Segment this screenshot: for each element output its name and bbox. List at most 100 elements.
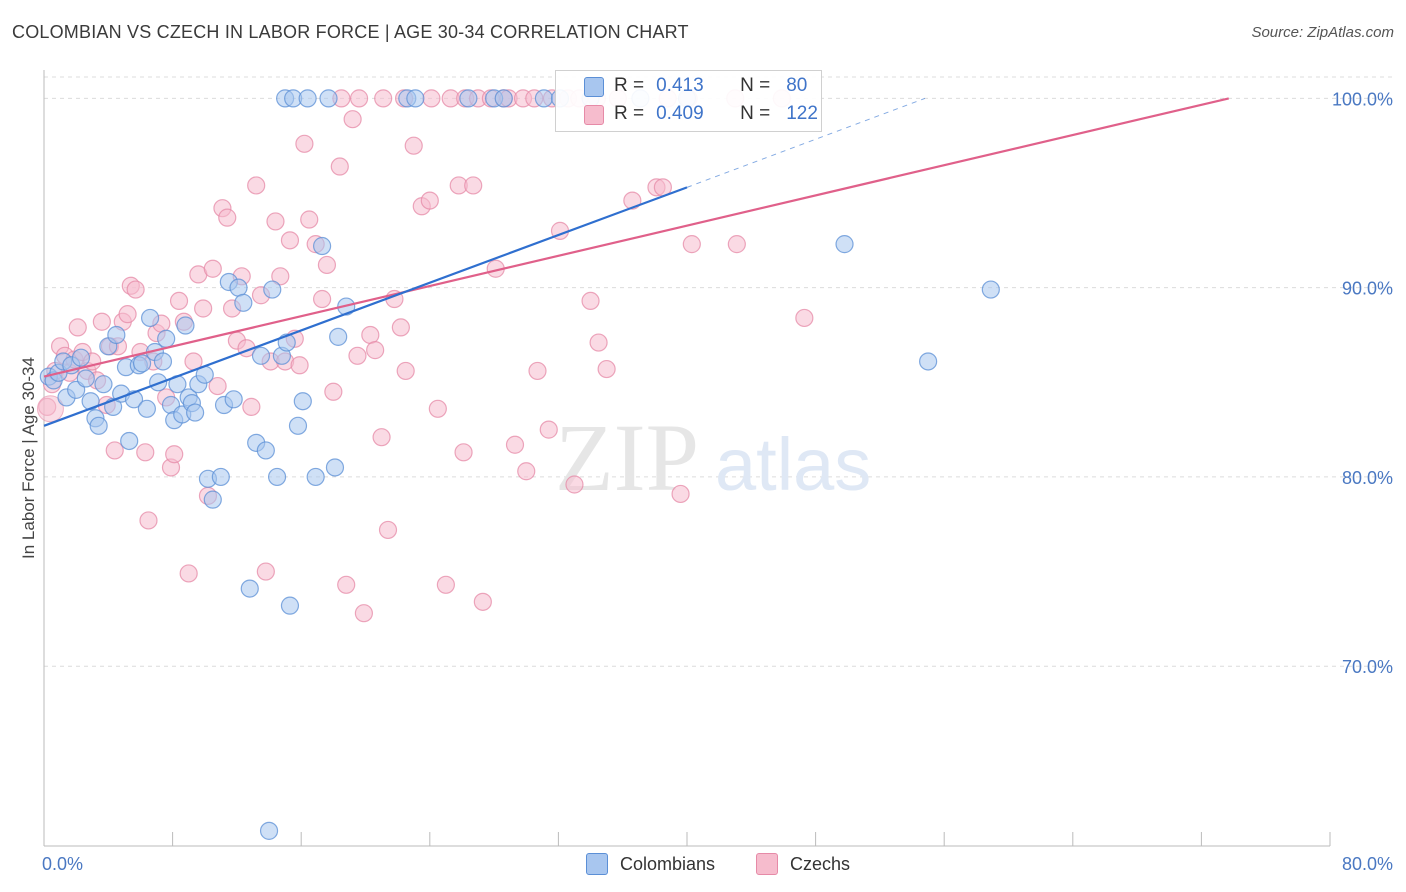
czechs-point-46 <box>247 176 266 195</box>
colombians-point-56 <box>293 392 312 411</box>
czechs-point-32 <box>179 564 198 583</box>
colombians-point-26 <box>153 352 173 371</box>
czechs-point-65 <box>348 346 367 365</box>
y-tick-label-3: 100.0% <box>1332 89 1393 109</box>
colombians-point-12 <box>94 375 113 394</box>
czechs-point-102 <box>349 89 369 108</box>
czechs-point-22 <box>136 443 155 462</box>
czechs-point-98 <box>682 235 701 254</box>
colombians-point-27 <box>157 329 176 348</box>
colombians-swatch <box>584 77 604 97</box>
colombians-trend-line <box>43 186 688 427</box>
czechs-point-63 <box>337 575 356 594</box>
czechs-point-87 <box>528 361 547 381</box>
czechs-point-105 <box>422 89 441 108</box>
czechs-point-77 <box>428 399 447 418</box>
y-axis-label: In Labor Force | Age 30-34 <box>19 357 38 559</box>
czechs-swatch <box>584 105 604 125</box>
czechs-point-23 <box>139 511 158 530</box>
czechs-point-40 <box>218 208 237 227</box>
colombians-point-11 <box>89 416 108 435</box>
czechs-point-7 <box>68 318 87 337</box>
czechs-point-97 <box>671 484 690 504</box>
colombians-point-55 <box>288 416 308 435</box>
czechs-point-90 <box>565 475 584 494</box>
czechs-point-53 <box>280 231 300 250</box>
czechs-n-value: 122 <box>786 103 818 124</box>
colombians-point-40 <box>211 467 230 487</box>
colombians-point-32 <box>176 316 195 335</box>
czechs-point-81 <box>464 176 483 195</box>
czechs-point-51 <box>271 267 290 286</box>
bottom-czechs-swatch <box>756 853 778 875</box>
czechs-point-30 <box>169 291 189 311</box>
czechs-point-80 <box>454 443 473 462</box>
czechs-point-61 <box>324 382 343 401</box>
colombians-point-62 <box>259 821 279 840</box>
czechs-point-20 <box>126 280 145 299</box>
czechs-point-73 <box>396 361 415 381</box>
colombians-point-25 <box>149 373 168 392</box>
chart-title: COLOMBIAN VS CZECH IN LABOR FORCE | AGE … <box>12 22 689 42</box>
czechs-point-70 <box>378 520 398 540</box>
bottom-colombians-label: Colombians <box>620 853 716 874</box>
colombians-point-68 <box>406 89 425 108</box>
czechs-point-93 <box>597 359 616 379</box>
colombians-point-58 <box>312 236 332 256</box>
bottom-czechs-label: Czechs <box>790 853 851 874</box>
source-label: Source: ZipAtlas.com <box>1251 24 1394 41</box>
colombians-n-label: N = <box>740 75 771 96</box>
colombians-r-label: R = <box>614 75 645 96</box>
czechs-point-15 <box>105 441 124 460</box>
colombians-point-35 <box>186 403 205 422</box>
colombians-point-78 <box>919 352 938 371</box>
czechs-point-57 <box>300 210 319 229</box>
czechs-point-45 <box>242 397 261 416</box>
watermark: ZIP atlas <box>555 404 871 511</box>
colombians-point-72 <box>534 89 554 108</box>
czechs-point-103 <box>374 89 393 108</box>
colombians-r-value: 0.413 <box>656 75 704 96</box>
czechs-point-82 <box>473 592 492 611</box>
czechs-point-29 <box>165 445 184 464</box>
colombians-point-23 <box>140 308 160 328</box>
colombians-point-69 <box>459 89 478 108</box>
axes <box>43 70 1331 847</box>
czechs-point-86 <box>517 462 536 481</box>
colombians-point-18 <box>120 431 139 451</box>
y-tick-label-0: 70.0% <box>1342 657 1393 677</box>
czechs-trend-line <box>43 97 1229 378</box>
czechs-point-60 <box>317 255 337 275</box>
czechs-point-68 <box>366 341 385 360</box>
correlation-legend: R = 0.413 N = 80 R = 0.409 N = 122 <box>555 70 822 132</box>
colombians-point-48 <box>251 346 271 365</box>
czechs-point-74 <box>404 136 423 155</box>
colombians-point-49 <box>256 441 275 460</box>
czechs-point-94 <box>623 191 642 210</box>
colombians-point-77 <box>835 235 854 254</box>
colombians-n-value: 80 <box>786 75 808 96</box>
czechs-point-50 <box>266 212 285 231</box>
czechs-point-cluster <box>36 395 64 423</box>
colombians-point-22 <box>137 399 156 418</box>
czechs-point-55 <box>290 356 309 375</box>
tick-labels: 70.0% 80.0% 90.0% 100.0% 0.0% 80.0% <box>42 89 1393 874</box>
czechs-r-label: R = <box>614 103 645 124</box>
trend-lines <box>43 97 1229 427</box>
czechs-point-35 <box>194 299 213 318</box>
czechs-point-88 <box>539 420 558 439</box>
colombians-point-51 <box>267 467 287 487</box>
czechs-n-label: N = <box>740 103 771 124</box>
colombians-trend-extension <box>686 97 926 188</box>
czechs-point-64 <box>343 110 362 129</box>
colombians-point-15 <box>107 325 126 345</box>
bottom-colombians-swatch <box>586 853 608 875</box>
colombians-point-9 <box>81 392 100 411</box>
colombians-point-43 <box>224 390 243 409</box>
bottom-legend-colombians: Colombians <box>586 852 715 876</box>
y-tick-label-2: 90.0% <box>1342 279 1393 299</box>
colombians-point-44 <box>229 278 248 297</box>
colombians-point-66 <box>319 89 338 108</box>
colombians-point-71 <box>494 89 513 108</box>
czechs-point-56 <box>295 134 314 153</box>
